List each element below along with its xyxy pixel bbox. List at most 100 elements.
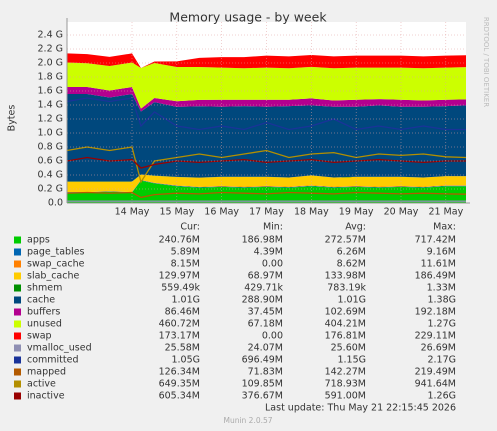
legend-stat: 1.01G xyxy=(171,295,200,306)
legend-stat: 649.35M xyxy=(159,379,200,390)
legend-stat: 24.07M xyxy=(248,343,283,354)
x-tick-label: 18 May xyxy=(294,207,329,218)
legend-stat: 176.81M xyxy=(325,331,366,342)
y-tick-label: 1.8 G xyxy=(38,72,64,83)
legend-stat: 229.11M xyxy=(415,331,456,342)
line xyxy=(66,146,467,184)
legend-stat: 696.49M xyxy=(242,355,283,366)
y-tick-label: 0.2 G xyxy=(38,184,64,195)
legend-swatch xyxy=(14,284,21,292)
y-tick-label: 1.2 G xyxy=(38,114,64,125)
legend-swatch xyxy=(14,296,21,304)
legend-stat: 192.18M xyxy=(415,307,456,318)
chart-title: Memory usage - by week xyxy=(169,10,327,25)
area xyxy=(67,180,466,193)
legend-stat: 25.60M xyxy=(331,343,366,354)
legend-label: vmalloc_used xyxy=(27,343,92,354)
legend-stat: 288.90M xyxy=(242,295,283,306)
last-update: Last update: Thu May 21 22:15:45 2026 xyxy=(265,403,456,414)
legend-label: shmem xyxy=(27,283,62,294)
legend-stat: 5.89M xyxy=(171,247,200,258)
legend-stat: 605.34M xyxy=(159,391,200,402)
area xyxy=(67,174,466,193)
legend-stat: 404.21M xyxy=(325,319,366,330)
legend-stat: 8.62M xyxy=(337,259,366,270)
legend-stat: 559.49k xyxy=(161,283,200,294)
area xyxy=(67,87,466,112)
legend-stat: 68.97M xyxy=(248,271,283,282)
legend-stat: 67.18M xyxy=(248,319,283,330)
legend-label: mapped xyxy=(27,367,66,378)
legend-stat: 9.16M xyxy=(427,247,456,258)
x-tick-label: 19 May xyxy=(339,207,374,218)
line xyxy=(66,191,467,199)
y-tick-label: 1.4 G xyxy=(38,100,64,111)
legend-stat: 1.15G xyxy=(337,355,366,366)
legend-stat: 240.76M xyxy=(159,235,200,246)
legend-stat: 429.71k xyxy=(244,283,283,294)
legend-stat: 102.69M xyxy=(325,307,366,318)
legend-stat: 941.64M xyxy=(415,379,456,390)
legend-swatch xyxy=(14,392,21,400)
legend-swatch xyxy=(14,308,21,316)
x-tick-label: 21 May xyxy=(428,207,463,218)
legend-stat: 783.19k xyxy=(327,283,366,294)
legend-stat: 2.17G xyxy=(427,355,456,366)
legend-stat: 186.49M xyxy=(415,271,456,282)
y-tick-label: 2.2 G xyxy=(38,44,64,55)
legend-stat: 0.00 xyxy=(262,259,283,270)
legend-stat: 71.83M xyxy=(248,367,283,378)
y-tick-label: 1.6 G xyxy=(38,86,64,97)
legend-label: inactive xyxy=(27,391,65,402)
x-tick-label: 17 May xyxy=(249,207,284,218)
legend-stat: 1.38G xyxy=(427,295,456,306)
legend-stat: 8.15M xyxy=(171,259,200,270)
legend-swatch xyxy=(14,260,21,268)
legend-header: Max: xyxy=(433,222,456,233)
y-tick-label: 0.0 xyxy=(48,198,63,209)
legend-stat: 37.45M xyxy=(248,307,283,318)
y-tick-label: 0.8 G xyxy=(38,142,64,153)
legend-stat: 1.05G xyxy=(171,355,200,366)
watermark: RRDTOOL / TOBI OETIKER xyxy=(482,17,490,107)
y-tick-label: 0.6 G xyxy=(38,156,64,167)
area xyxy=(67,53,466,69)
legend-stat: 591.00M xyxy=(325,391,366,402)
line xyxy=(66,97,466,131)
legend-stat: 272.57M xyxy=(325,235,366,246)
legend-label: unused xyxy=(27,319,62,330)
legend-header: Avg: xyxy=(345,222,366,233)
legend-stat: 0.00 xyxy=(262,331,283,342)
legend-stat: 25.58M xyxy=(165,343,200,354)
legend-stat: 142.27M xyxy=(325,367,366,378)
legend-stat: 11.61M xyxy=(421,259,456,270)
legend-stat: 4.39M xyxy=(254,247,283,258)
legend-stat: 6.26M xyxy=(337,247,366,258)
legend-stat: 129.97M xyxy=(159,271,200,282)
legend-label: buffers xyxy=(27,307,60,318)
legend-stat: 133.98M xyxy=(325,271,366,282)
legend-stat: 219.49M xyxy=(415,367,456,378)
legend-stat: 717.42M xyxy=(415,235,456,246)
x-tick-label: 16 May xyxy=(204,207,239,218)
legend-stat: 173.17M xyxy=(159,331,200,342)
legend-stat: 26.69M xyxy=(421,343,456,354)
legend-stat: 460.72M xyxy=(159,319,200,330)
legend-swatch xyxy=(14,320,21,328)
legend-swatch xyxy=(14,380,21,388)
legend-stat: 718.93M xyxy=(325,379,366,390)
legend-label: cache xyxy=(27,295,55,306)
area xyxy=(67,180,466,203)
legend-swatch xyxy=(14,236,21,244)
legend-label: committed xyxy=(27,355,79,366)
area xyxy=(67,94,466,182)
legend-label: swap_cache xyxy=(27,259,85,270)
legend-swatch xyxy=(14,356,21,364)
x-tick-label: 20 May xyxy=(384,207,419,218)
legend-swatch xyxy=(14,344,21,352)
legend-stat: 126.34M xyxy=(159,367,200,378)
legend-stat: 86.46M xyxy=(165,307,200,318)
footer: Munin 2.0.57 xyxy=(223,416,272,425)
y-axis-label: Bytes xyxy=(7,105,18,132)
legend-stat: 1.33M xyxy=(427,283,456,294)
